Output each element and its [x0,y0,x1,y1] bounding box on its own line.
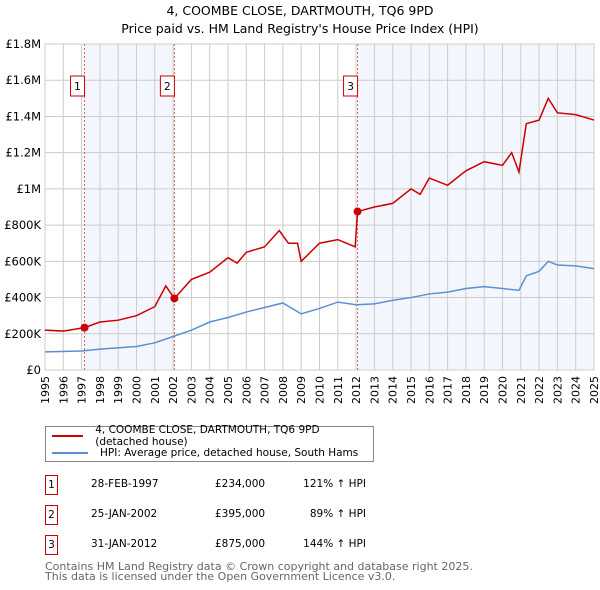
sale-date: 28-FEB-1997 [91,478,159,490]
plot-border [44,43,595,371]
x-tick-label: 2005 [222,376,235,404]
legend-item-hpi: HPI: Average price, detached house, Sout… [46,445,358,461]
x-tick-label: 2008 [277,376,290,404]
y-tick-label: £800K [4,218,41,232]
x-tick-label: 2019 [478,376,491,404]
y-tick-label: £1M [16,182,41,196]
x-tick-label: 2025 [588,376,600,404]
legend-item-property: 4, COOMBE CLOSE, DARTMOUTH, TQ6 9PD (det… [46,424,373,448]
x-tick-label: 2022 [533,376,546,404]
x-tick-label: 2003 [185,376,198,404]
x-tick-label: 2013 [368,376,381,404]
legend: 4, COOMBE CLOSE, DARTMOUTH, TQ6 9PD (det… [45,424,374,462]
chart-title: 4, COOMBE CLOSE, DARTMOUTH, TQ6 9PD [166,3,434,18]
chart-subtitle: Price paid vs. HM Land Registry's House … [121,21,479,36]
x-tick-label: 2021 [515,376,528,404]
x-tick-label: 2016 [423,376,436,404]
x-tick-label: 2012 [350,376,363,404]
sale-marker-box [159,75,175,97]
legend-swatch [52,435,84,437]
y-tick-label: £1.8M [5,37,41,51]
sale-date: 31-JAN-2012 [91,538,158,550]
x-tick-label: 2024 [570,376,583,404]
x-tick-label: 2015 [405,376,418,404]
sale-hpi-change: 89% ↑ HPI [309,508,366,520]
sale-hpi-change: 121% ↑ HPI [303,478,366,490]
shaded-range [357,44,594,370]
x-tick-label: 1999 [112,376,125,404]
x-tick-label: 2006 [240,376,253,404]
sale-marker-box [70,75,86,97]
x-tick-label: 2002 [167,376,180,404]
sale-price: £875,000 [215,538,266,550]
sale-price: £234,000 [215,478,266,490]
legend-label: 4, COOMBE CLOSE, DARTMOUTH, TQ6 9PD (det… [95,424,320,448]
x-tick-label: 1998 [94,376,107,404]
y-tick-label: £1.4M [5,109,41,123]
sale-number-badge: 2 [45,505,58,525]
footer-line-2: This data is licensed under the Open Gov… [45,570,396,583]
sale-price: £395,000 [215,508,266,520]
sale-point [80,323,89,332]
x-tick-label: 1995 [39,376,52,404]
series-line-hpi [44,260,595,353]
sale-marker-label: 1 [74,81,81,93]
sale-point [170,294,179,303]
sale-point [353,207,362,216]
x-tick-label: 2004 [204,376,217,404]
footer-line-1: Contains HM Land Registry data © Crown c… [45,560,473,573]
x-tick-label: 2007 [259,376,272,404]
y-tick-label: £600K [4,254,41,268]
x-tick-label: 2014 [387,376,400,404]
y-tick-label: £200K [4,327,41,341]
x-tick-label: 1996 [57,376,70,404]
x-tick-label: 2020 [497,376,510,404]
x-tick-label: 2023 [551,376,564,404]
y-tick-label: £400K [4,291,41,305]
x-tick-label: 2011 [332,376,345,404]
sale-marker-box [343,75,359,97]
x-tick-label: 2000 [131,376,144,404]
y-tick-label: £0 [26,363,41,377]
y-tick-label: £1.6M [5,73,41,87]
legend-swatch [52,452,88,454]
sale-number-badge: 3 [45,535,58,555]
x-tick-label: 2017 [442,376,455,404]
x-tick-label: 1997 [76,376,89,404]
y-tick-label: £1.2M [5,146,41,160]
legend-label: HPI: Average price, detached house, Sout… [100,447,359,459]
x-tick-label: 2010 [314,376,327,404]
sale-hpi-change: 144% ↑ HPI [303,538,366,550]
x-tick-label: 2001 [149,376,162,404]
sale-marker-label: 2 [164,81,171,93]
series-line-property [44,96,595,332]
plot-area: 1995 1996 1997 1998 1999 2000 2001 2002 2003 2004… [4,37,600,404]
sale-marker-label: 3 [347,81,354,93]
x-tick-label: 2018 [460,376,473,404]
x-tick-label: 2009 [295,376,308,404]
sale-number-badge: 1 [45,475,58,495]
sale-date: 25-JAN-2002 [91,508,158,520]
